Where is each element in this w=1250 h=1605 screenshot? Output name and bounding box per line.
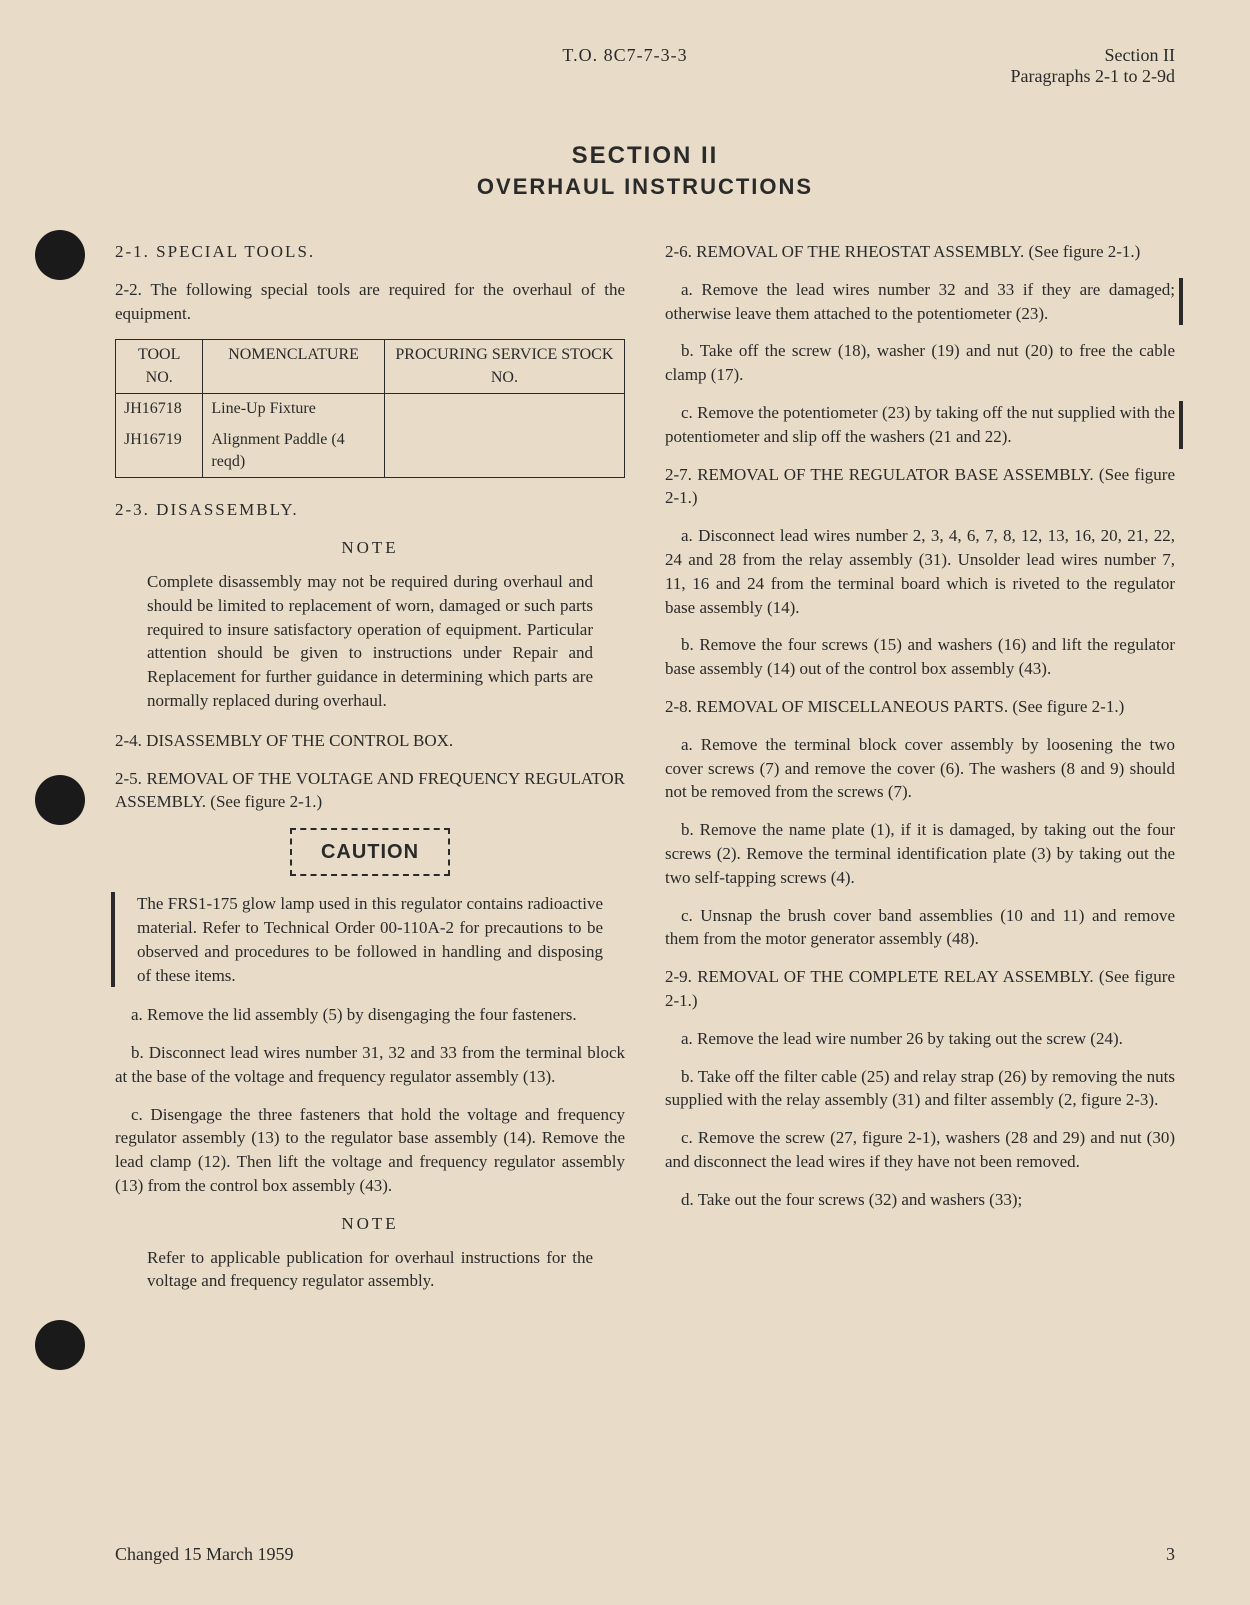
note-label-2: NOTE [115, 1212, 625, 1236]
para-2-9-a: a. Remove the lead wire number 26 by tak… [665, 1027, 1175, 1051]
page-footer: Changed 15 March 1959 3 [115, 1544, 1175, 1565]
note-body-2: Refer to applicable publication for over… [115, 1246, 625, 1294]
para-2-9-c: c. Remove the screw (27, figure 2-1), wa… [665, 1126, 1175, 1174]
para-2-2: 2-2. The following special tools are req… [115, 278, 625, 326]
heading-2-4: 2-4. DISASSEMBLY OF THE CONTROL BOX. [115, 729, 625, 753]
to-number: T.O. 8C7-7-3-3 [562, 45, 687, 66]
heading-2-3: 2-3. DISASSEMBLY. [115, 498, 625, 522]
para-2-9-d: d. Take out the four screws (32) and was… [665, 1188, 1175, 1212]
td: JH16719 [116, 425, 203, 478]
th-stock-no: PROCURING SERVICE STOCK NO. [384, 340, 624, 394]
para-2-9-b: b. Take off the filter cable (25) and re… [665, 1065, 1175, 1113]
th-nomenclature: NOMENCLATURE [203, 340, 384, 394]
punch-hole [35, 230, 85, 280]
right-column: 2-6. REMOVAL OF THE RHEOSTAT ASSEMBLY. (… [665, 240, 1175, 1309]
para-2-8-a: a. Remove the terminal block cover assem… [665, 733, 1175, 804]
footer-changed: Changed 15 March 1959 [115, 1544, 293, 1565]
heading-2-6: 2-6. REMOVAL OF THE RHEOSTAT ASSEMBLY. (… [665, 240, 1175, 264]
heading-2-9: 2-9. REMOVAL OF THE COMPLETE RELAY ASSEM… [665, 965, 1175, 1013]
caution-box: CAUTION [290, 828, 450, 876]
para-2-8-b: b. Remove the name plate (1), if it is d… [665, 818, 1175, 889]
para-2-8-c: c. Unsnap the brush cover band assemblie… [665, 904, 1175, 952]
heading-2-1: 2-1. SPECIAL TOOLS. [115, 240, 625, 264]
para-2-7-a: a. Disconnect lead wires number 2, 3, 4,… [665, 524, 1175, 619]
th-tool-no: TOOL NO. [116, 340, 203, 394]
note-label: NOTE [115, 536, 625, 560]
header-section: Section II [1011, 45, 1175, 66]
td: JH16718 [116, 394, 203, 425]
td [384, 425, 624, 478]
header-paragraphs: Paragraphs 2-1 to 2-9d [1011, 66, 1175, 87]
para-2-6-b: b. Take off the screw (18), washer (19) … [665, 339, 1175, 387]
td: Alignment Paddle (4 reqd) [203, 425, 384, 478]
heading-2-7: 2-7. REMOVAL OF THE REGULATOR BASE ASSEM… [665, 463, 1175, 511]
punch-hole [35, 775, 85, 825]
caution-body: The FRS1-175 glow lamp used in this regu… [111, 892, 625, 987]
para-2-7-b: b. Remove the four screws (15) and washe… [665, 633, 1175, 681]
td [384, 394, 624, 425]
tools-table: TOOL NO. NOMENCLATURE PROCURING SERVICE … [115, 339, 625, 478]
para-2-5-a: a. Remove the lid assembly (5) by diseng… [115, 1003, 625, 1027]
left-column: 2-1. SPECIAL TOOLS. 2-2. The following s… [115, 240, 625, 1309]
section-subtitle: OVERHAUL INSTRUCTIONS [115, 174, 1175, 200]
para-2-5-b: b. Disconnect lead wires number 31, 32 a… [115, 1041, 625, 1089]
para-2-5-c: c. Disengage the three fasteners that ho… [115, 1103, 625, 1198]
heading-2-5: 2-5. REMOVAL OF THE VOLTAGE AND FREQUENC… [115, 767, 625, 815]
para-2-6-a: a. Remove the lead wires number 32 and 3… [665, 278, 1183, 326]
page-header: T.O. 8C7-7-3-3 Section II Paragraphs 2-1… [115, 45, 1175, 87]
heading-2-8: 2-8. REMOVAL OF MISCELLANEOUS PARTS. (Se… [665, 695, 1175, 719]
section-title-block: SECTION II OVERHAUL INSTRUCTIONS [115, 142, 1175, 200]
td: Line-Up Fixture [203, 394, 384, 425]
note-body: Complete disassembly may not be required… [115, 570, 625, 713]
footer-page-number: 3 [1166, 1544, 1175, 1565]
section-number: SECTION II [115, 142, 1175, 170]
para-2-6-c: c. Remove the potentiometer (23) by taki… [665, 401, 1183, 449]
punch-hole [35, 1320, 85, 1370]
